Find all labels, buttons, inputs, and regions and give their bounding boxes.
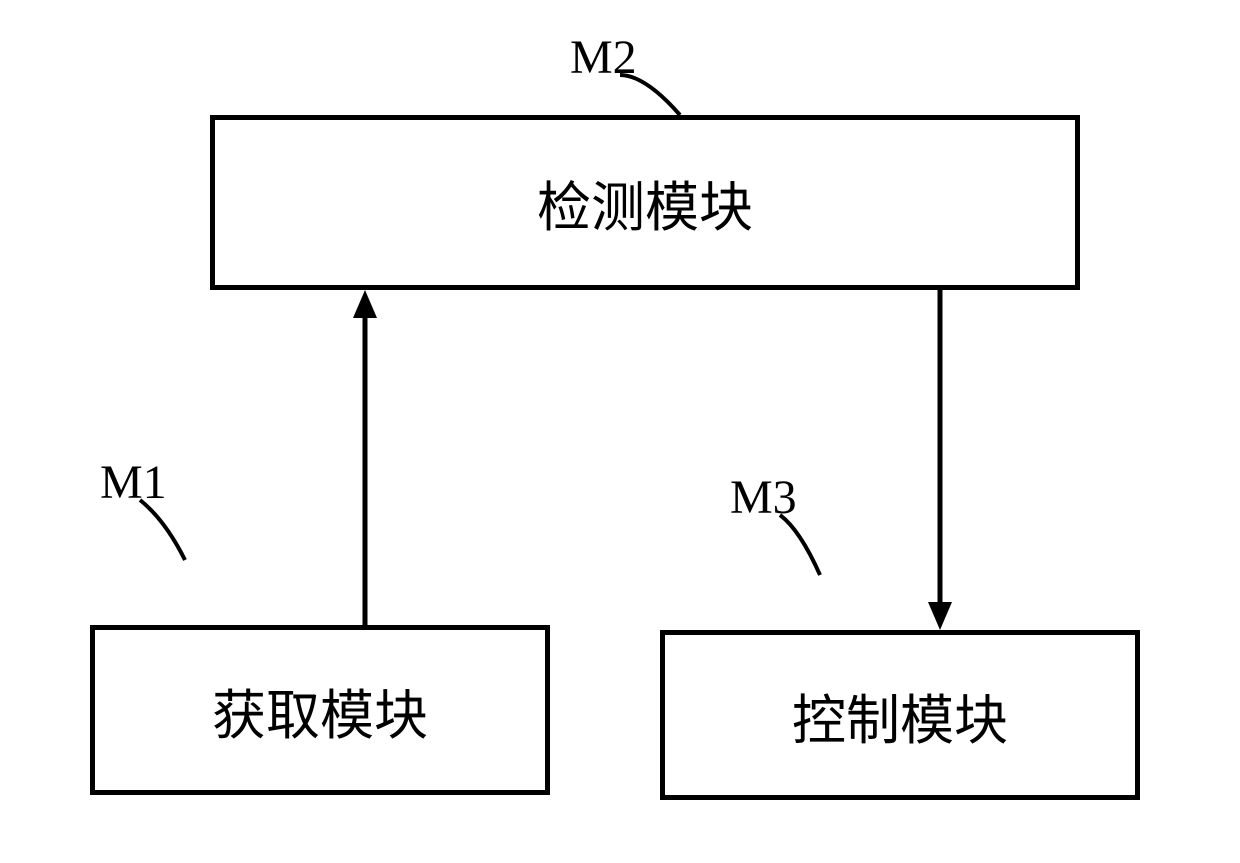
node-m3-control-module: 控制模块 (660, 630, 1140, 800)
node-m3-text: 控制模块 (792, 676, 1008, 755)
block-diagram: 检测模块 M2 获取模块 M1 控制模块 M3 (0, 0, 1240, 863)
label-m3: M3 (730, 470, 797, 525)
node-m1-acquisition-module: 获取模块 (90, 625, 550, 795)
node-m1-text: 获取模块 (212, 671, 428, 750)
label-m1: M1 (100, 455, 167, 510)
node-m2-text: 检测模块 (537, 163, 753, 242)
label-m2: M2 (570, 30, 637, 85)
node-m2-detection-module: 检测模块 (210, 115, 1080, 290)
